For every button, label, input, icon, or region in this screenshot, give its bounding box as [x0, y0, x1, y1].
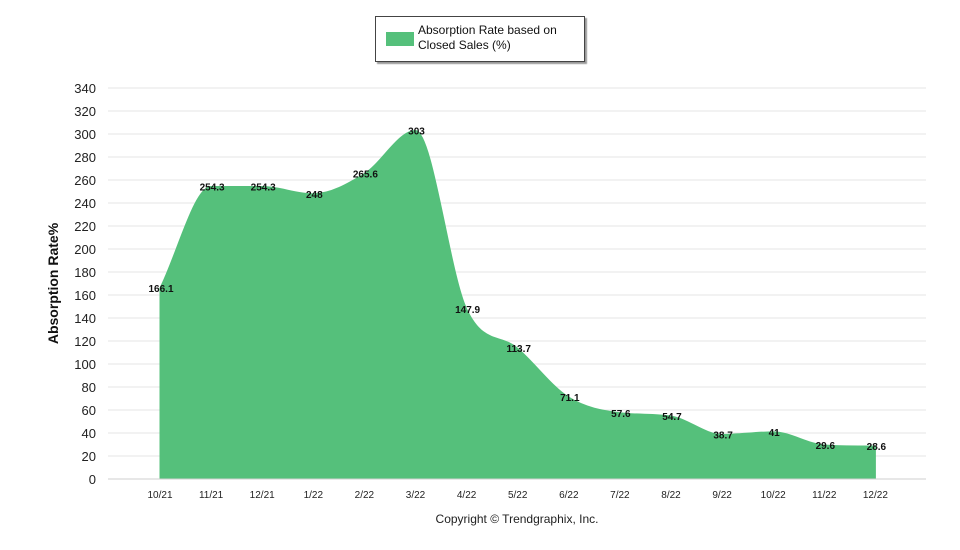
data-label: 248 — [306, 190, 323, 201]
y-tick-label: 320 — [74, 104, 96, 119]
x-tick-label: 3/22 — [406, 490, 426, 501]
x-tick-label: 4/22 — [457, 490, 477, 501]
legend-label: Absorption Rate based on Closed Sales (%… — [418, 23, 557, 52]
x-tick-label: 5/22 — [508, 490, 528, 501]
data-label: 265.6 — [353, 170, 378, 181]
data-label: 57.6 — [611, 409, 631, 420]
y-tick-label: 20 — [82, 449, 96, 464]
data-label: 303 — [408, 127, 425, 138]
x-tick-label: 10/22 — [761, 490, 786, 501]
x-tick-label: 8/22 — [661, 490, 681, 501]
data-label: 54.7 — [662, 412, 682, 423]
x-tick-label: 11/22 — [812, 490, 837, 501]
y-tick-label: 140 — [74, 311, 96, 326]
x-tick-label: 7/22 — [610, 490, 630, 501]
copyright-text: Copyright © Trendgraphix, Inc. — [435, 512, 599, 526]
x-tick-label: 11/21 — [199, 490, 224, 501]
y-tick-label: 80 — [82, 380, 96, 395]
x-tick-label: 12/22 — [863, 490, 888, 501]
data-label: 254.3 — [251, 183, 276, 194]
y-tick-label: 180 — [74, 265, 96, 280]
y-tick-label: 0 — [89, 472, 96, 487]
y-tick-label: 280 — [74, 150, 96, 165]
x-tick-label: 10/21 — [147, 490, 172, 501]
data-label: 147.9 — [455, 305, 480, 316]
data-label: 29.6 — [816, 441, 836, 452]
legend: Absorption Rate based on Closed Sales (%… — [375, 16, 585, 62]
data-label: 254.3 — [200, 183, 225, 194]
y-tick-label: 40 — [82, 426, 96, 441]
y-tick-label: 200 — [74, 242, 96, 257]
y-tick-label: 240 — [74, 196, 96, 211]
y-tick-label: 60 — [82, 403, 96, 418]
data-label: 113.7 — [506, 344, 531, 355]
y-axis-title: Absorption Rate% — [45, 222, 61, 344]
y-tick-label: 260 — [74, 173, 96, 188]
y-tick-label: 100 — [74, 357, 96, 372]
x-tick-label: 6/22 — [559, 490, 579, 501]
data-label: 28.6 — [867, 442, 887, 453]
data-label: 71.1 — [560, 393, 580, 404]
y-tick-label: 160 — [74, 288, 96, 303]
data-label: 38.7 — [713, 430, 733, 441]
y-tick-label: 300 — [74, 127, 96, 142]
x-tick-label: 9/22 — [712, 490, 732, 501]
area-series — [159, 130, 876, 480]
x-tick-label: 2/22 — [355, 490, 375, 501]
data-label: 166.1 — [148, 284, 173, 295]
data-label: 41 — [769, 428, 781, 439]
y-tick-label: 220 — [74, 219, 96, 234]
y-tick-label: 340 — [74, 81, 96, 96]
legend-swatch — [386, 32, 414, 46]
x-tick-label: 1/22 — [304, 490, 324, 501]
x-tick-label: 12/21 — [250, 490, 275, 501]
y-tick-label: 120 — [74, 334, 96, 349]
